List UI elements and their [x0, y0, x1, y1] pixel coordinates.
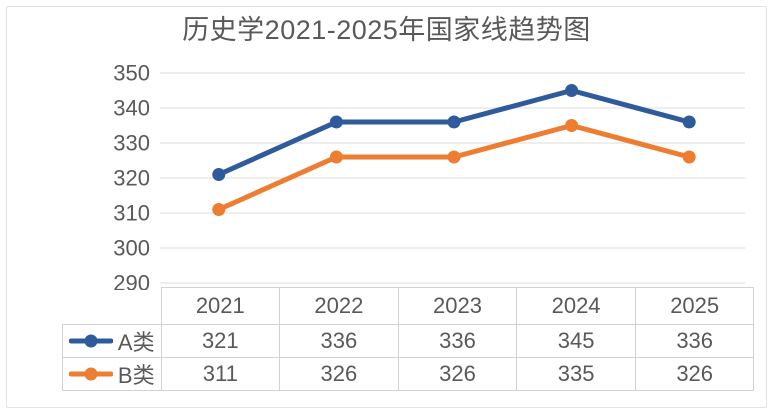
data-point-marker — [682, 115, 696, 129]
table-row: A类 321 336 336 345 336 — [62, 324, 755, 358]
data-point-marker — [329, 115, 343, 129]
value-cell: 326 — [279, 357, 399, 391]
data-point-marker — [447, 150, 461, 164]
value-cell: 335 — [516, 357, 636, 391]
value-cell: 345 — [516, 324, 636, 358]
value-cell: 321 — [160, 324, 281, 358]
table-header-row: 2021 2022 2023 2024 2025 — [63, 287, 755, 325]
year-header-cell: 2024 — [516, 287, 636, 325]
year-header-cell: 2025 — [634, 287, 755, 325]
value-cell: 326 — [634, 357, 755, 391]
data-point-marker — [212, 203, 226, 216]
legend-cell: B类 — [62, 357, 162, 391]
y-axis-tick-label: 320 — [113, 166, 150, 191]
data-point-marker — [447, 115, 461, 129]
line-plot: 350 340 330 320 310 300 290 — [113, 61, 745, 291]
value-cell: 326 — [397, 357, 518, 391]
value-cell: 336 — [397, 324, 518, 358]
legend-line-marker-icon — [68, 367, 113, 381]
table-corner-cell — [63, 288, 162, 325]
y-axis-tick-label: 290 — [113, 271, 150, 291]
y-axis-tick-label: 350 — [113, 61, 150, 86]
chart-title: 历史学2021-2025年国家线趋势图 — [182, 15, 591, 45]
value-cell: 336 — [634, 324, 755, 358]
year-header-cell: 2023 — [397, 287, 518, 325]
series-name-label: A类 — [117, 330, 155, 355]
series-name-label: B类 — [117, 363, 155, 388]
legend-line-marker-icon — [68, 334, 113, 348]
y-axis-tick-label: 300 — [113, 236, 150, 261]
data-point-marker — [682, 150, 696, 164]
data-point-marker — [212, 168, 226, 181]
value-cell: 336 — [279, 324, 399, 358]
year-header-cell: 2022 — [279, 287, 399, 325]
data-table: 2021 2022 2023 2024 2025 A类 321 336 336 345 336 B类 3… — [62, 287, 755, 391]
data-point-marker — [329, 150, 343, 164]
value-cell: 311 — [160, 357, 281, 391]
y-axis-tick-label: 330 — [113, 131, 150, 156]
y-axis-tick-label: 310 — [113, 201, 150, 226]
year-header-cell: 2021 — [160, 287, 281, 325]
data-point-marker — [565, 84, 579, 97]
legend-key: B类 — [63, 358, 161, 390]
series-line — [216, 123, 692, 212]
table-row: B类 311 326 326 335 326 — [62, 357, 755, 391]
legend-key: A类 — [63, 325, 161, 357]
data-point-marker — [565, 119, 579, 132]
y-axis-tick-label: 340 — [113, 96, 150, 121]
legend-cell: A类 — [62, 324, 162, 358]
